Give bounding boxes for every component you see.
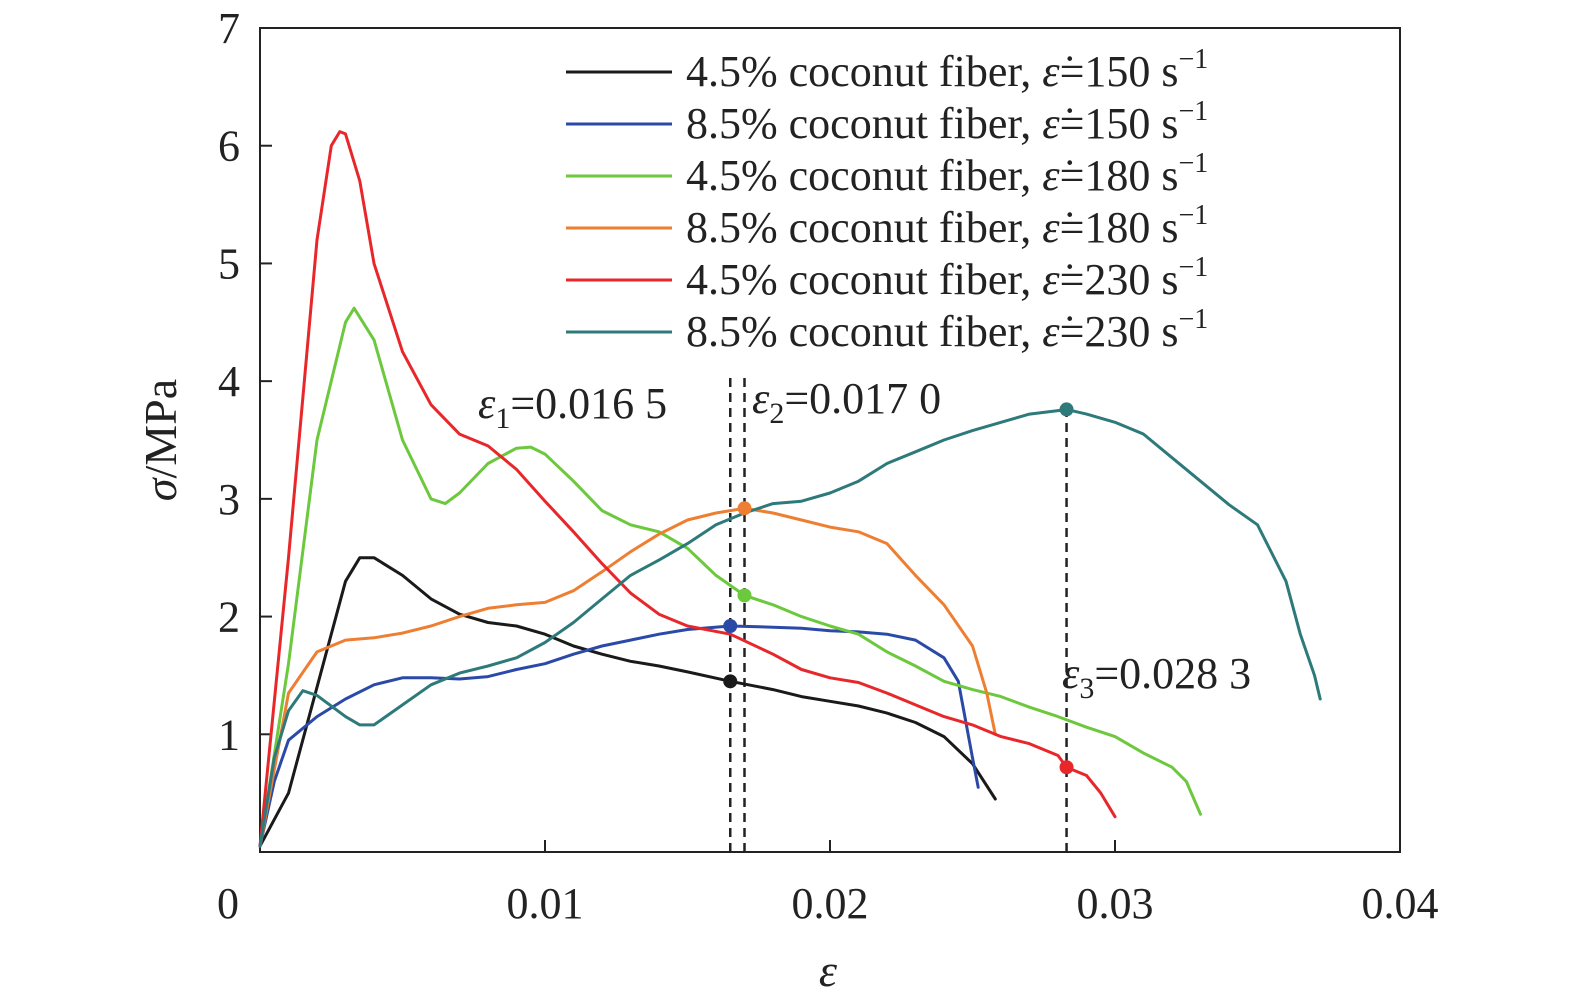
marker-point-6 bbox=[1060, 402, 1074, 416]
y-axis-title-symbol: σ bbox=[135, 476, 186, 501]
series-line-1 bbox=[260, 558, 995, 846]
legend-label-2: 8.5% coconut fiber, ε̇=150 s−1 bbox=[686, 96, 1208, 148]
marker-point-1 bbox=[723, 674, 737, 688]
y-tick-label-2: 3 bbox=[218, 475, 240, 524]
legend-label-5: 4.5% coconut fiber, ε̇=230 s−1 bbox=[686, 252, 1208, 304]
x-axis-title: ε bbox=[819, 945, 838, 996]
y-axis-title: σ/MPa bbox=[135, 379, 186, 501]
y-tick-label-1: 2 bbox=[218, 593, 240, 642]
annotation-eps2: ε2=0.017 0 bbox=[752, 374, 941, 430]
legend-label-6: 8.5% coconut fiber, ε̇=230 s−1 bbox=[686, 304, 1208, 356]
x-tick-label-3: 0.04 bbox=[1362, 879, 1439, 928]
marker-point-2 bbox=[723, 619, 737, 633]
legend-label-3: 4.5% coconut fiber, ε̇=180 s−1 bbox=[686, 148, 1208, 200]
annotation-eps3: ε3=0.028 3 bbox=[1062, 649, 1251, 705]
y-tick-label-0: 1 bbox=[218, 710, 240, 759]
x-tick-label-0: 0.01 bbox=[507, 879, 584, 928]
x-tick-label-2: 0.03 bbox=[1077, 879, 1154, 928]
marker-point-4 bbox=[738, 501, 752, 515]
y-tick-label-6: 7 bbox=[218, 4, 240, 53]
stress-strain-chart: 0.01 0.02 0.03 0.04 1 2 3 4 5 6 7 0 ε σ/MPa ε1=0.01… bbox=[0, 0, 1575, 1000]
legend-label-4: 8.5% coconut fiber, ε̇=180 s−1 bbox=[686, 200, 1208, 252]
marker-point-3 bbox=[738, 588, 752, 602]
marker-point-5 bbox=[1060, 760, 1074, 774]
reference-lines bbox=[730, 375, 1066, 852]
origin-tick-label: 0 bbox=[217, 879, 239, 928]
y-tick-label-5: 6 bbox=[218, 122, 240, 171]
y-tick-label-4: 5 bbox=[218, 239, 240, 288]
y-axis-title-unit: /MPa bbox=[135, 379, 186, 479]
y-tick-label-3: 4 bbox=[218, 357, 240, 406]
legend-label-1: 4.5% coconut fiber, ε̇=150 s−1 bbox=[686, 44, 1208, 96]
x-tick-label-1: 0.02 bbox=[792, 879, 869, 928]
annotation-eps1: ε1=0.016 5 bbox=[478, 379, 667, 435]
legend: 4.5% coconut fiber, ε̇=150 s−18.5% cocon… bbox=[566, 44, 1208, 356]
